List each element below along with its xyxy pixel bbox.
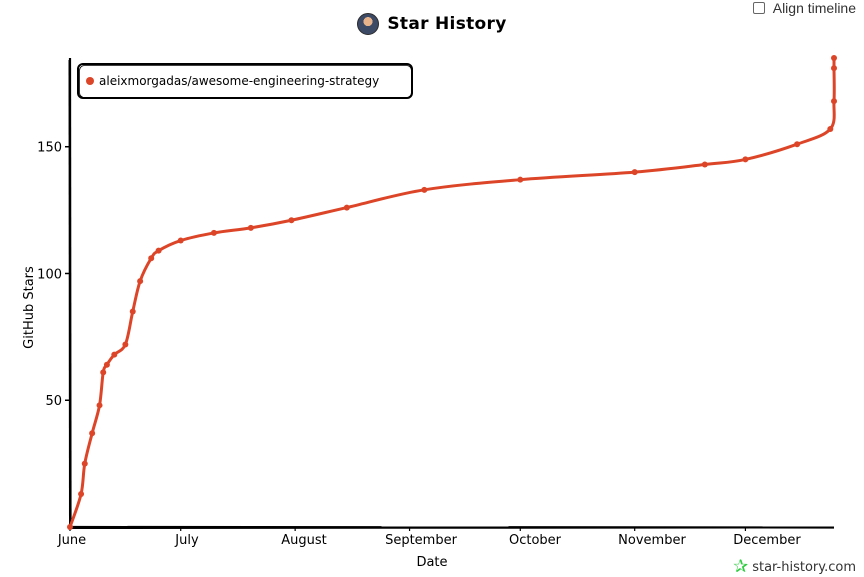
y-axis-line-sketch [68, 59, 70, 529]
series-point [155, 247, 162, 254]
chart-ticks: 50 100 150 June July August September October No… [22, 141, 801, 570]
legend-box-sketch [79, 65, 412, 98]
y-axis-title: GitHub Stars [22, 266, 37, 349]
x-axis-line [69, 525, 835, 529]
series-point [89, 430, 96, 437]
footer-brand[interactable]: ✰ star-history.com [733, 558, 856, 576]
y-tick-label: 100 [37, 267, 62, 282]
series-point [831, 98, 837, 105]
series-point [827, 125, 834, 132]
series-point [421, 186, 428, 193]
legend-box [77, 63, 413, 99]
series-point [129, 308, 136, 315]
x-tick-label: June [57, 533, 86, 548]
brand-text: star-history.com [752, 559, 856, 575]
series-point [631, 169, 638, 176]
series-point [67, 524, 73, 530]
series-point [831, 55, 837, 61]
series-point [122, 341, 129, 348]
legend-label: aleixmorgadas/awesome-engineering-strate… [99, 74, 379, 88]
y-tick-label: 150 [37, 141, 62, 156]
star-logo-icon: ✰ [733, 556, 749, 577]
series-point [517, 176, 524, 183]
align-timeline-checkbox[interactable] [752, 2, 765, 14]
chart-legend: aleixmorgadas/awesome-engineering-strate… [77, 63, 413, 99]
avatar [357, 13, 380, 35]
series-point [78, 491, 85, 498]
chart-plot [67, 55, 837, 530]
series-point [177, 237, 184, 244]
series-point [100, 369, 107, 376]
y-axis-line [68, 57, 72, 528]
chart-axes [68, 57, 835, 529]
series-point [81, 460, 88, 467]
y-tick-label: 50 [45, 394, 62, 409]
series-point [831, 65, 837, 72]
series-line [68, 56, 836, 529]
series-point [103, 361, 110, 368]
series-point [111, 351, 118, 358]
x-tick-label: October [509, 533, 562, 548]
x-tick-label: December [733, 533, 801, 548]
series-point [742, 156, 749, 163]
series-point [794, 141, 801, 148]
chart-title: Star History [387, 14, 507, 34]
x-axis-title: Date [416, 555, 447, 570]
series-point [148, 255, 155, 262]
series-point [343, 204, 350, 211]
series-point [247, 224, 254, 231]
series-point [288, 217, 295, 224]
series-point [701, 161, 708, 168]
align-timeline-label: Align timeline [772, 0, 856, 16]
legend-swatch [86, 77, 94, 85]
chart-header: Star History [0, 8, 864, 40]
x-tick-label: September [385, 533, 458, 548]
x-tick-label: November [618, 533, 686, 548]
x-axis-line-sketch [71, 527, 834, 529]
align-timeline-toggle[interactable]: Align timeline [752, 0, 856, 16]
series-point [96, 402, 103, 409]
x-tick-label: August [281, 533, 327, 548]
title-wrap: Star History [357, 13, 506, 35]
x-tick-label: July [174, 533, 199, 548]
series-point [137, 278, 144, 285]
series-point [210, 229, 217, 236]
